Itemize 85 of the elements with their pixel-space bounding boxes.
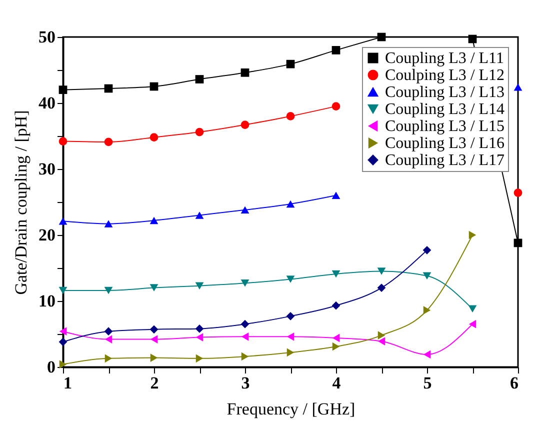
point: [240, 280, 250, 287]
point: [241, 332, 249, 341]
point: [195, 212, 204, 219]
point: [468, 230, 476, 240]
point: [58, 86, 68, 94]
point: [468, 34, 477, 44]
point: [332, 334, 340, 342]
point: [422, 272, 432, 280]
legend-label: Coupling L3 / L14: [385, 101, 505, 118]
point: [378, 337, 386, 346]
point: [332, 301, 340, 310]
point: [196, 354, 204, 363]
x-tick-label: 1: [64, 374, 72, 392]
point: [332, 192, 340, 200]
point: [332, 342, 340, 351]
point: [104, 354, 112, 363]
point: [104, 335, 112, 344]
point: [286, 312, 295, 320]
point: [59, 327, 67, 336]
point: [240, 320, 250, 328]
point: [286, 200, 295, 208]
point: [150, 335, 158, 344]
point: [58, 218, 68, 225]
point: [195, 128, 204, 136]
point: [286, 112, 295, 120]
x-axis-title: Frequency / [GHz]: [226, 400, 356, 418]
point: [241, 352, 249, 361]
point: [423, 350, 431, 359]
point: [422, 246, 432, 254]
point: [286, 332, 294, 341]
y-tick-label: 0: [47, 358, 56, 376]
point: [514, 84, 522, 91]
point: [332, 46, 340, 54]
y-tick-label: 50: [38, 28, 56, 46]
point: [240, 120, 250, 129]
point: [286, 348, 294, 357]
point: [150, 354, 158, 362]
legend-label: Coupling L3 / L16: [385, 135, 505, 152]
legend-label: Coupling L3 / L13: [385, 84, 505, 101]
point: [378, 331, 386, 340]
x-tick-label: 3: [241, 374, 250, 392]
x-tick-label: 5: [423, 374, 432, 392]
y-tick-label: 10: [38, 292, 56, 310]
point: [150, 325, 158, 334]
point: [468, 320, 476, 328]
point: [423, 306, 431, 314]
point: [104, 138, 113, 146]
point: [58, 286, 68, 294]
point: [196, 333, 204, 342]
point: [332, 102, 340, 110]
point: [377, 32, 386, 42]
point: [104, 286, 113, 294]
point: [377, 268, 386, 275]
legend-label: Coulping L3 / L12: [385, 67, 505, 84]
y-tick-label: 30: [38, 160, 56, 178]
point: [468, 305, 477, 313]
point: [195, 282, 204, 290]
point: [150, 133, 158, 142]
point: [150, 216, 158, 224]
x-tick-label: 6: [510, 374, 518, 392]
x-tick-label: 4: [332, 374, 342, 392]
point: [150, 82, 158, 91]
point: [104, 84, 113, 93]
point: [377, 284, 386, 292]
point: [514, 188, 522, 197]
legend-label: Coupling L3 / L15: [385, 118, 505, 135]
point: [514, 238, 522, 248]
point: [286, 276, 295, 283]
y-axis-title: Gate/Drain coupling / [pH]: [12, 110, 30, 295]
x-tick-label: 2: [150, 374, 159, 392]
point: [58, 338, 68, 346]
point: [58, 137, 68, 146]
point: [240, 68, 250, 77]
point: [195, 324, 204, 333]
y-tick-label: 20: [38, 226, 56, 244]
legend-label: Coupling L3 / L17: [385, 152, 505, 169]
point: [104, 327, 113, 336]
point: [195, 75, 204, 84]
point: [286, 60, 295, 68]
legend-label: Coupling L3 / L11: [385, 50, 504, 67]
point: [332, 270, 340, 278]
y-tick-label: 40: [38, 94, 56, 112]
point: [150, 284, 158, 292]
point: [104, 220, 113, 228]
point: [240, 206, 250, 214]
